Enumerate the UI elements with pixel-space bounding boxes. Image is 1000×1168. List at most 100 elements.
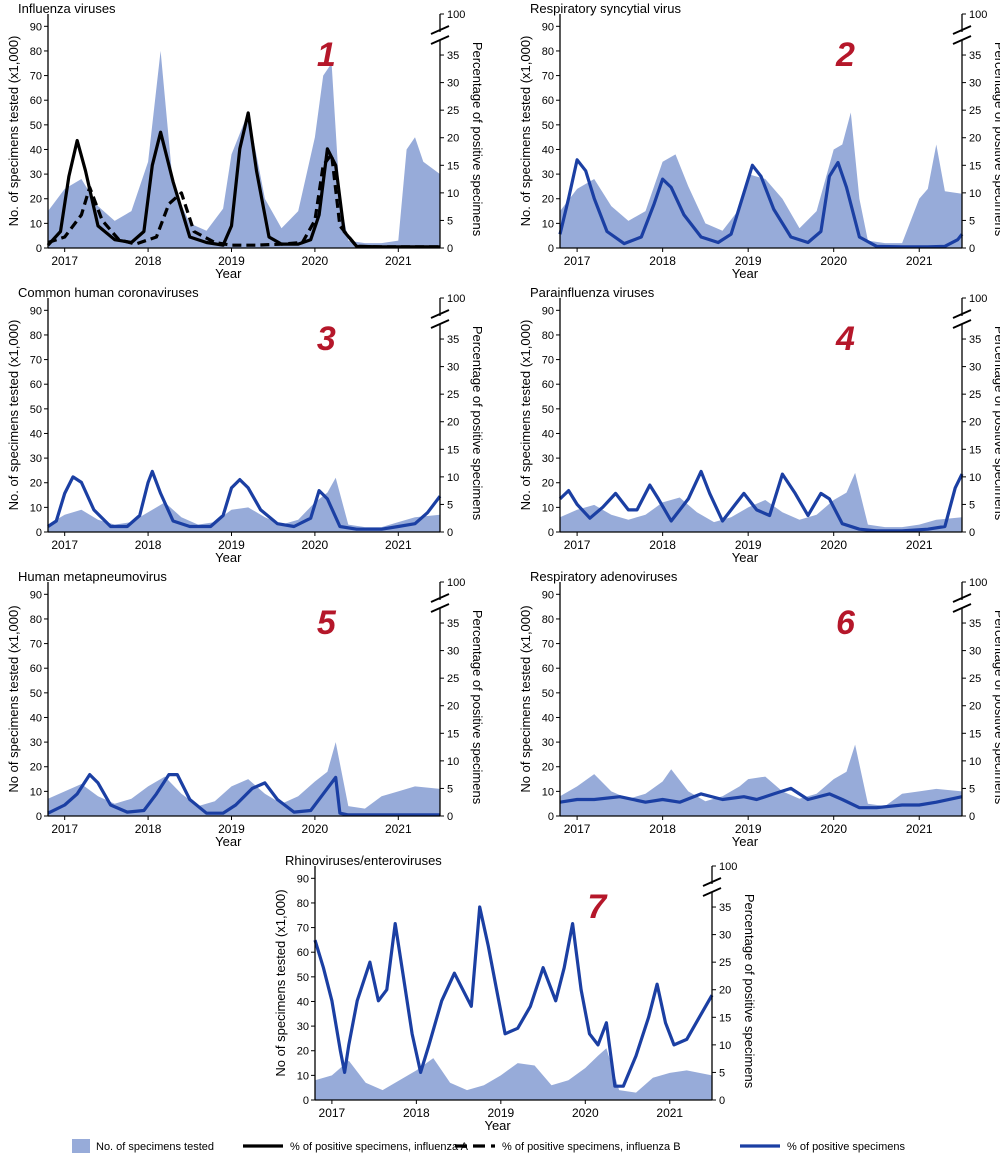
x-axis-label: Year xyxy=(484,1118,511,1133)
axis-break-mark xyxy=(702,887,722,897)
right-tick-label: 25 xyxy=(447,673,459,685)
year-tick-label: 2017 xyxy=(51,822,78,836)
left-tick-label: 30 xyxy=(30,453,42,465)
left-tick-label: 90 xyxy=(30,305,42,317)
left-tick-label: 80 xyxy=(542,614,554,626)
left-tick-label: 20 xyxy=(542,194,554,206)
chart-panel-4: 0 10 20 30 40 50 60 70 80 90 0 5 10 15 20 25 30 35 100 2017… xyxy=(518,285,1000,565)
left-tick-label: 10 xyxy=(297,1070,309,1082)
left-axis-label: No. of specimens tested (x1,000) xyxy=(6,36,21,227)
positive-line xyxy=(313,905,714,1088)
influenza-b-line xyxy=(47,152,440,249)
year-tick-label: 2020 xyxy=(302,538,329,552)
right-tick-label: 35 xyxy=(719,902,731,914)
positive-line xyxy=(47,469,442,531)
chart-panel-6: 0 10 20 30 40 50 60 70 80 90 0 5 10 15 20 25 30 35 100 2017… xyxy=(518,569,1000,849)
left-tick-label: 70 xyxy=(542,355,554,367)
year-tick-label: 2017 xyxy=(564,822,591,836)
left-tick-label: 40 xyxy=(542,144,554,156)
positive-line xyxy=(558,158,964,249)
panel-number-badge: 2 xyxy=(835,36,855,74)
left-tick-label: 70 xyxy=(30,71,42,83)
year-tick-label: 2020 xyxy=(820,822,847,836)
left-tick-label: 60 xyxy=(297,947,309,959)
left-tick-label: 90 xyxy=(297,873,309,885)
panel-title: Influenza viruses xyxy=(18,1,116,16)
legend: No. of specimens tested % of positive spe… xyxy=(72,1139,905,1153)
right-tick-label: 0 xyxy=(969,527,975,539)
year-tick-label: 2018 xyxy=(135,538,162,552)
left-tick-label: 50 xyxy=(542,688,554,700)
year-tick-label: 2019 xyxy=(218,254,245,268)
left-axis-label: No of specimens tested (x1,000) xyxy=(6,605,21,792)
year-tick-label: 2017 xyxy=(51,254,78,268)
right-tick-label: 10 xyxy=(447,756,459,768)
right-tick-label: 15 xyxy=(719,1012,731,1024)
right-tick-label: 30 xyxy=(969,646,981,658)
right-tick-label: 15 xyxy=(447,444,459,456)
year-tick-label: 2021 xyxy=(906,538,933,552)
positive-line xyxy=(558,469,964,533)
year-tick-label: 2020 xyxy=(820,538,847,552)
right-tick-label: 20 xyxy=(969,133,981,145)
left-tick-label: 0 xyxy=(36,243,42,255)
year-tick-label: 2021 xyxy=(906,254,933,268)
left-tick-label: 20 xyxy=(30,194,42,206)
right-top-tick-label: 100 xyxy=(969,9,987,21)
right-tick-label: 30 xyxy=(447,78,459,90)
left-tick-label: 20 xyxy=(30,762,42,774)
left-tick-label: 40 xyxy=(30,712,42,724)
right-tick-label: 10 xyxy=(969,188,981,200)
year-tick-label: 2021 xyxy=(656,1106,683,1120)
left-tick-label: 60 xyxy=(30,95,42,107)
legend-item-flu_b: % of positive specimens, influenza B xyxy=(455,1141,681,1153)
axis-break-mark xyxy=(952,35,972,45)
left-tick-label: 70 xyxy=(30,355,42,367)
x-axis-label: Year xyxy=(215,550,242,565)
left-tick-label: 30 xyxy=(30,169,42,181)
legend-item-pct: % of positive specimens xyxy=(740,1141,905,1153)
positive-line xyxy=(559,786,963,810)
legend-label: % of positive specimens, influenza A xyxy=(290,1141,469,1153)
left-axis-label: No of specimens tested (x1,000) xyxy=(273,889,288,1076)
right-tick-label: 20 xyxy=(969,701,981,713)
left-tick-label: 10 xyxy=(542,218,554,230)
left-tick-label: 80 xyxy=(297,898,309,910)
left-tick-label: 40 xyxy=(297,996,309,1008)
right-top-tick-label: 100 xyxy=(447,577,465,589)
chart-panel-1: 0 10 20 30 40 50 60 70 80 90 0 5 10 15 20 25 30 35 100 2017… xyxy=(6,1,485,281)
chart-panel-5: 0 10 20 30 40 50 60 70 80 90 0 5 10 15 20 25 30 35 100 2017… xyxy=(6,569,485,849)
right-tick-label: 35 xyxy=(969,618,981,630)
left-tick-label: 50 xyxy=(30,688,42,700)
right-tick-label: 30 xyxy=(719,930,731,942)
left-tick-label: 20 xyxy=(297,1046,309,1058)
panel-number-badge: 6 xyxy=(836,604,856,642)
year-tick-label: 2020 xyxy=(302,822,329,836)
left-tick-label: 80 xyxy=(30,46,42,58)
left-axis-label: No. of specimens tested (x1,000) xyxy=(6,320,21,511)
influenza-a-line xyxy=(46,111,440,249)
tested-area xyxy=(315,1048,712,1100)
positive-line xyxy=(47,773,440,817)
panel-title: Common human coronaviruses xyxy=(18,285,199,300)
axis-break-mark xyxy=(952,593,972,603)
right-tick-label: 15 xyxy=(969,444,981,456)
right-tick-label: 25 xyxy=(447,105,459,117)
legend-label: % of positive specimens, influenza B xyxy=(502,1141,681,1153)
right-tick-label: 5 xyxy=(969,215,975,227)
tested-area xyxy=(560,744,962,816)
axis-break-mark xyxy=(952,309,972,319)
right-tick-label: 0 xyxy=(447,811,453,823)
axis-break-mark xyxy=(952,319,972,329)
legend-item-area: No. of specimens tested xyxy=(72,1139,214,1153)
right-top-tick-label: 100 xyxy=(969,293,987,305)
left-tick-label: 50 xyxy=(542,404,554,416)
left-tick-label: 0 xyxy=(303,1095,309,1107)
right-tick-label: 35 xyxy=(447,50,459,62)
left-tick-label: 40 xyxy=(30,144,42,156)
left-tick-label: 90 xyxy=(542,305,554,317)
right-axis-label: Percentage of positive specimens xyxy=(470,610,485,805)
x-axis-label: Year xyxy=(215,834,242,849)
year-tick-label: 2019 xyxy=(218,538,245,552)
